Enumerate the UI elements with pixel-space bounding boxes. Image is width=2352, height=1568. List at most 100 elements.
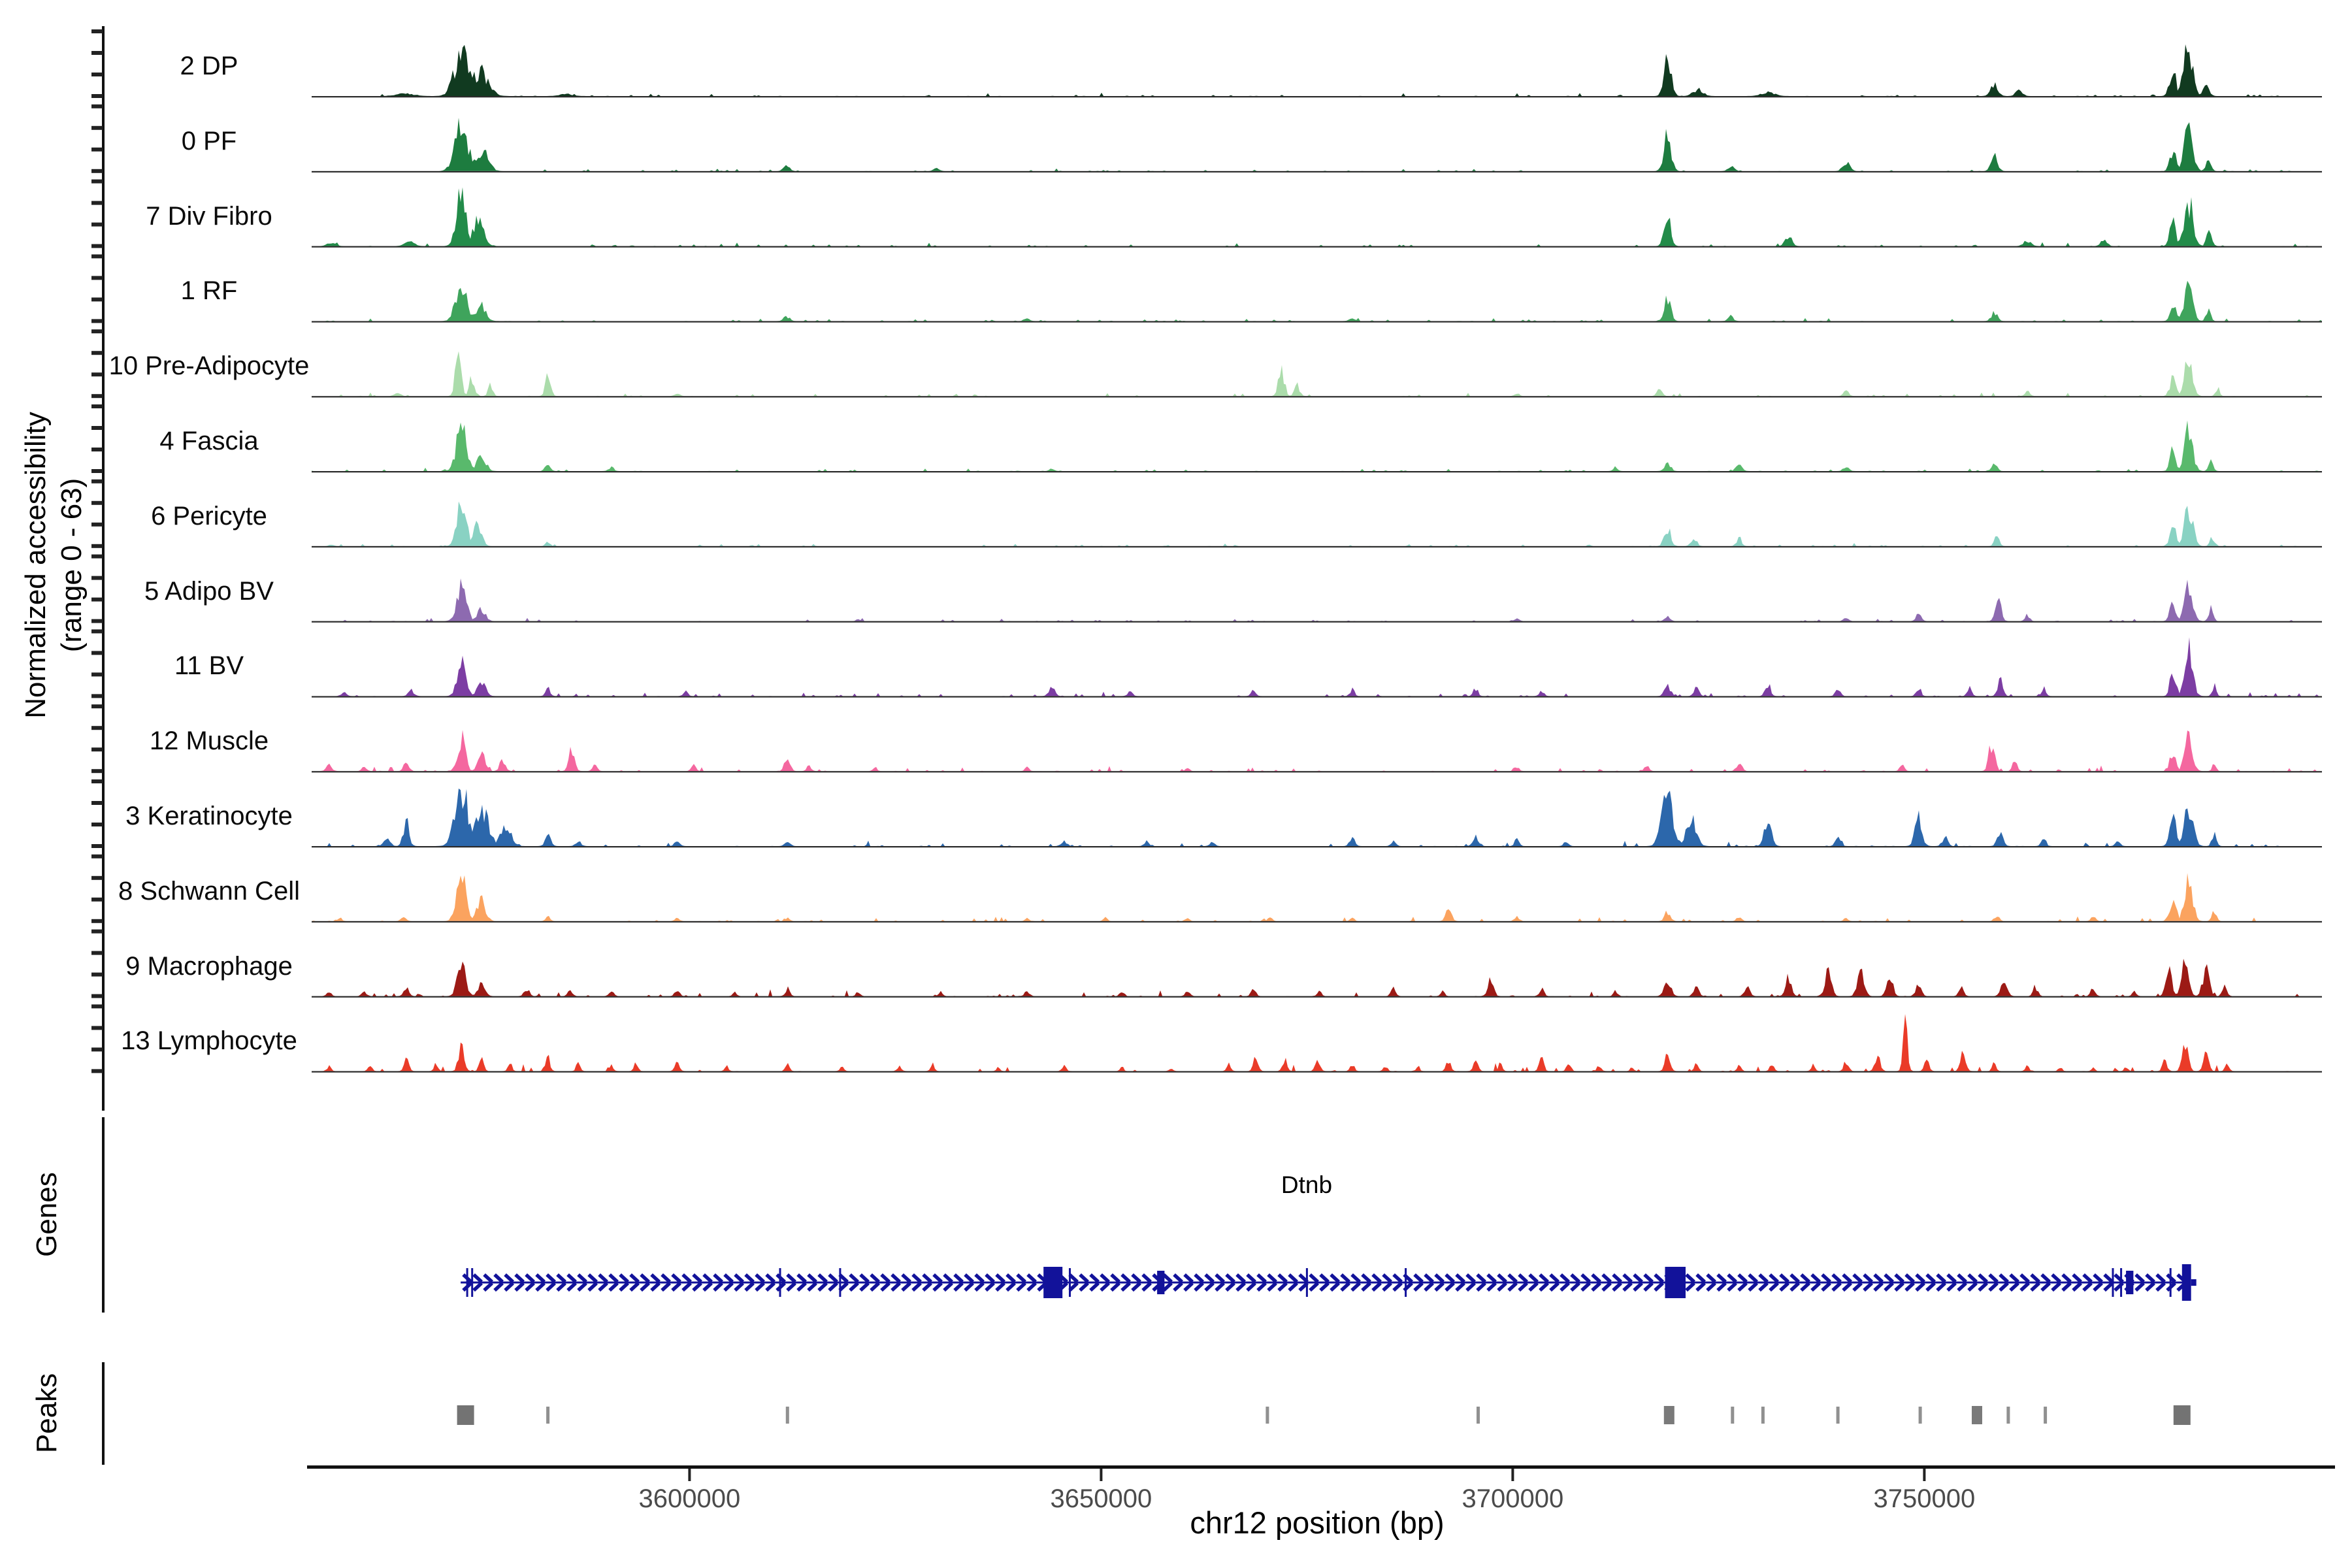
coverage-track-area (312, 788, 2322, 846)
y-axis-tick (91, 254, 103, 259)
track-baseline (312, 321, 2322, 323)
track-label: 0 PF (181, 126, 237, 155)
gene-exon-tick (1305, 1268, 1308, 1297)
y-axis-tick (91, 351, 103, 355)
y-axis-tick (91, 1026, 103, 1030)
y-axis-tick (91, 94, 103, 98)
y-axis-tick (91, 1069, 103, 1073)
coverage-track-area (312, 730, 2322, 772)
track-label: 10 Pre-Adipocyte (108, 351, 310, 381)
y-axis-tick (91, 929, 103, 934)
y-axis-tick (91, 372, 103, 377)
y-axis-tick (91, 125, 103, 130)
y-axis-tick (91, 169, 103, 173)
x-axis-tick (1923, 1469, 1926, 1481)
gene-end-arrow-nub (2191, 1279, 2197, 1286)
track-label: 9 Macrophage (125, 951, 293, 981)
y-axis-tick (91, 747, 103, 752)
track-baseline (312, 396, 2322, 398)
coverage-track-area (312, 1014, 2322, 1071)
y-axis-tick (91, 179, 103, 184)
y-axis-tick (91, 479, 103, 483)
peak-mark (1731, 1407, 1735, 1424)
y-axis-tick (91, 897, 103, 902)
y-axis-tick (91, 319, 103, 323)
gene-exon-box (1665, 1267, 1686, 1298)
gene-body-line (461, 1281, 2191, 1284)
coverage-track-area (312, 578, 2322, 621)
y-axis-tick (91, 500, 103, 505)
peak-mark (1972, 1406, 1982, 1424)
track-baseline (312, 1071, 2322, 1073)
x-axis-tick (1511, 1469, 1514, 1481)
track-baseline (312, 546, 2322, 547)
track-label: 5 Adipo BV (144, 576, 274, 606)
coverage-track-area (312, 118, 2322, 171)
coverage-track-area (312, 44, 2322, 96)
track-baseline (312, 996, 2322, 998)
y-axis-tick (91, 597, 103, 602)
y-axis-tick (91, 1004, 103, 1009)
y-axis-line (102, 26, 105, 1111)
peak-mark (1477, 1407, 1480, 1424)
y-axis-tick (91, 104, 103, 108)
gene-exon-tick (1069, 1268, 1071, 1297)
gene-exon-tick (471, 1268, 474, 1297)
track-label: 1 RF (180, 276, 238, 306)
y-axis-tick (91, 73, 103, 76)
y-axis-tick (91, 619, 103, 623)
x-axis-tick-label: 3750000 (1873, 1484, 1976, 1513)
peak-mark (785, 1407, 789, 1424)
y-axis-tick (91, 222, 103, 227)
peak-mark (1836, 1407, 1840, 1424)
track-label: 6 Pericyte (151, 501, 267, 531)
coverage-track-area (312, 873, 2322, 921)
peak-mark (1663, 1406, 1674, 1424)
peaks-section-label: Peaks (31, 1373, 63, 1454)
y-axis-tick (91, 1047, 103, 1052)
y-axis-tick (91, 875, 103, 880)
y-axis-tick (91, 554, 103, 559)
y-axis-tick (91, 854, 103, 858)
coverage-track-area (312, 420, 2322, 471)
track-baseline (312, 771, 2322, 773)
y-axis-tick (91, 244, 103, 248)
track-label: 13 Lymphocyte (121, 1026, 297, 1056)
x-axis-tick-label: 3600000 (638, 1484, 741, 1513)
track-baseline (312, 921, 2322, 923)
coverage-track-area (312, 501, 2322, 546)
y-axis-tick (91, 329, 103, 334)
y-axis-tick (91, 29, 103, 33)
peaks-bracket-line (102, 1362, 105, 1465)
genes-section-label: Genes (31, 1172, 63, 1257)
track-baseline (312, 621, 2322, 623)
x-axis-line (307, 1465, 2335, 1469)
track-baseline (312, 171, 2322, 172)
gene-exon-tick (779, 1268, 781, 1297)
y-axis-tick (91, 844, 103, 848)
y-axis-tick (91, 426, 103, 430)
y-axis-tick (91, 801, 103, 805)
gene-exon-tick (2112, 1268, 2114, 1297)
coverage-track-area (312, 637, 2322, 696)
y-axis-tick (91, 994, 103, 998)
gene-exon-tick (466, 1268, 468, 1297)
peak-mark (1918, 1407, 1922, 1424)
y-axis-tick (91, 147, 103, 152)
track-label: 8 Schwann Cell (118, 876, 300, 906)
coverage-track-area (312, 958, 2322, 996)
y-axis-tick (91, 51, 103, 55)
track-baseline (312, 471, 2322, 473)
x-axis-tick (688, 1469, 691, 1481)
y-axis-tick (91, 629, 103, 634)
y-axis-tick (91, 544, 103, 548)
y-axis-tick (91, 522, 103, 527)
y-axis-tick (91, 769, 103, 774)
y-axis-title: Normalized accessibility (range 0 - 63) (20, 412, 88, 719)
peak-mark (2173, 1405, 2191, 1425)
peak-mark (2006, 1407, 2010, 1424)
y-axis-tick (91, 201, 103, 205)
x-axis-tick-label: 3650000 (1050, 1484, 1152, 1513)
